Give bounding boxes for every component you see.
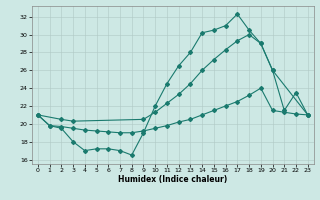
X-axis label: Humidex (Indice chaleur): Humidex (Indice chaleur) [118,175,228,184]
